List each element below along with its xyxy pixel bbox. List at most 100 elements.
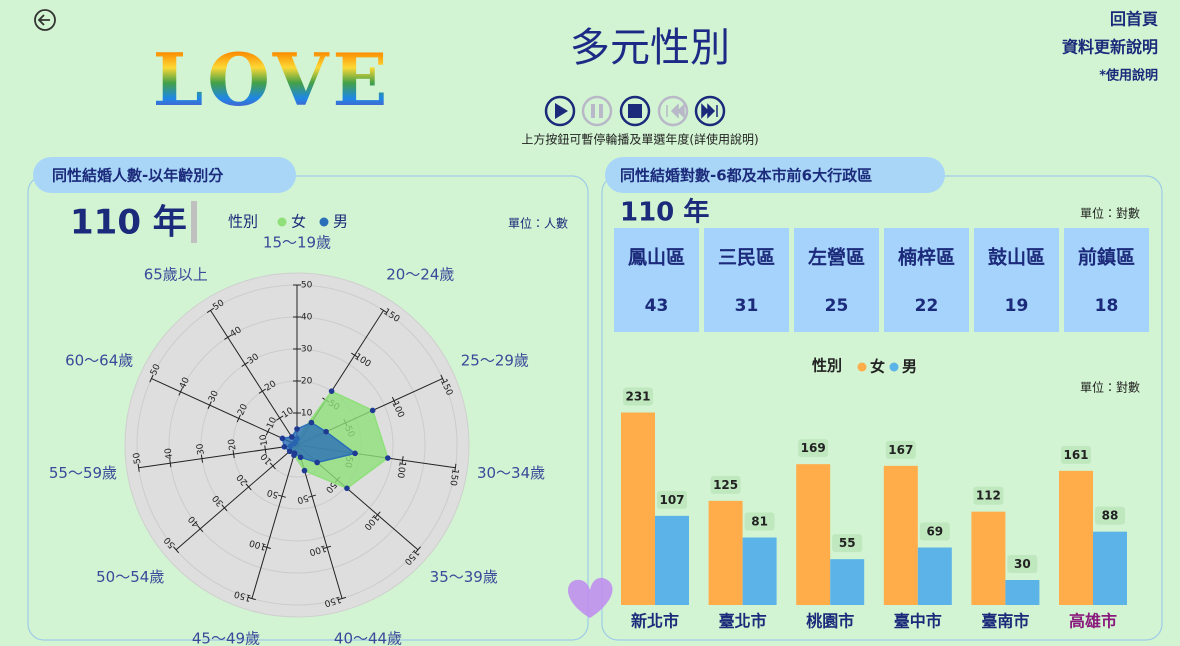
radar-point <box>309 420 315 426</box>
radar-tick-label: 30 <box>195 442 207 455</box>
radar-tick-label: 50 <box>132 452 144 465</box>
year-cursor <box>191 201 197 243</box>
district-value: 25 <box>825 296 849 316</box>
district-card <box>794 228 879 332</box>
bar <box>621 413 655 606</box>
radar-category-label: 25～29歲 <box>461 352 529 370</box>
district-name: 左營區 <box>808 246 865 269</box>
radar-tick-label: 20 <box>301 377 313 387</box>
district-year: 110 年 <box>620 197 709 228</box>
value-label: 161 <box>1063 448 1088 462</box>
radar-point <box>385 455 391 461</box>
value-label: 167 <box>888 443 913 457</box>
legend-dot <box>320 218 329 227</box>
bar <box>884 466 918 605</box>
radar-point <box>282 444 288 450</box>
legend-label: 男 <box>333 213 348 231</box>
value-label: 88 <box>1102 509 1119 523</box>
radar-point <box>280 436 286 442</box>
page-title: 多元性別 <box>570 25 730 71</box>
x-category-label: 桃園市 <box>806 612 854 631</box>
stop-button[interactable] <box>621 97 649 125</box>
bar <box>709 501 743 605</box>
playback-controls <box>546 97 724 125</box>
district-card <box>704 228 789 332</box>
x-category-label: 臺南市 <box>981 612 1029 631</box>
hint-text: 上方按鈕可暫停輪播及單選年度(詳使用說明) <box>521 132 758 147</box>
radar-tick-label: 30 <box>301 345 313 355</box>
radar-category-label: 15～19歲 <box>263 234 331 252</box>
radar-category-label: 20～24歲 <box>386 266 454 284</box>
play-button[interactable] <box>546 97 574 125</box>
value-label: 55 <box>839 536 856 550</box>
right-panel-title: 同性結婚對數-6都及本市前6大行政區 <box>620 167 872 185</box>
district-unit: 單位：對數 <box>1080 206 1140 221</box>
radar-point <box>302 468 308 474</box>
radar-year: 110 年 <box>70 203 187 243</box>
back-button[interactable] <box>35 10 55 30</box>
radar-tick-label: 40 <box>301 313 313 323</box>
radar-point <box>287 448 293 454</box>
radar-category-label: 45～49歲 <box>192 629 260 646</box>
radar-point <box>314 460 320 466</box>
value-label: 169 <box>801 441 826 455</box>
district-card <box>884 228 969 332</box>
bar <box>743 538 777 606</box>
x-category-label: 高雄市 <box>1069 612 1117 631</box>
radar-unit: 單位：人數 <box>508 216 568 231</box>
bar <box>918 548 952 606</box>
legend-label: 男 <box>902 358 917 376</box>
value-label: 107 <box>659 493 684 507</box>
radar-tick-label: 10 <box>301 409 313 419</box>
radar-category-label: 40～44歲 <box>334 629 402 646</box>
next-button[interactable] <box>696 97 724 125</box>
previous-button[interactable] <box>659 97 687 125</box>
district-value: 43 <box>645 296 669 316</box>
left-panel-title: 同性結婚人數-以年齡別分 <box>52 167 224 185</box>
district-name: 三民區 <box>718 247 775 269</box>
bar <box>655 516 689 605</box>
home-link[interactable]: 回首頁 <box>1110 10 1158 29</box>
legend-dot <box>858 363 867 372</box>
radar-point <box>323 429 329 435</box>
bar <box>1059 471 1093 605</box>
district-value: 18 <box>1095 296 1119 316</box>
radar-tick-label: 20 <box>227 438 239 451</box>
value-label: 30 <box>1014 557 1031 571</box>
value-label: 125 <box>713 478 738 492</box>
page: { "header": { "title": "多元性別", "logo": "… <box>0 0 1180 646</box>
bar <box>830 559 864 605</box>
legend-dot <box>278 218 287 227</box>
x-category-label: 臺中市 <box>894 612 942 631</box>
district-name: 鳳山區 <box>628 247 685 269</box>
legend-label: 女 <box>870 358 885 376</box>
bar <box>971 512 1005 605</box>
radar-category-label: 65歲以上 <box>144 266 208 284</box>
district-card <box>614 228 699 332</box>
radar-category-label: 55～59歲 <box>49 464 117 482</box>
district-name: 前鎮區 <box>1078 246 1135 269</box>
pause-button[interactable] <box>583 97 611 125</box>
radar-point <box>298 454 304 460</box>
value-label: 69 <box>926 525 943 539</box>
district-card <box>974 228 1059 332</box>
radar-point <box>292 450 298 456</box>
bar-legend-title: 性別 <box>812 357 842 375</box>
radar-point <box>289 434 295 440</box>
radar-point <box>294 426 300 432</box>
dashboard: LOVE 多元性別 上方按鈕可暫停輪播及單選年度(詳使用說明) 回首頁 資料更新… <box>0 0 1180 646</box>
radar-category-label: 50～54歲 <box>96 568 164 586</box>
bar <box>1005 580 1039 605</box>
radar-point <box>370 408 376 414</box>
radar-category-label: 30～34歲 <box>477 464 545 482</box>
help-link[interactable]: *使用說明 <box>1099 68 1158 84</box>
logo: LOVE <box>153 37 392 122</box>
radar-category-label: 35～39歲 <box>430 568 498 586</box>
update-link[interactable]: 資料更新說明 <box>1062 38 1158 57</box>
district-value: 22 <box>915 296 939 316</box>
bar-unit: 單位：對數 <box>1080 380 1140 395</box>
legend-dot <box>890 363 899 372</box>
district-value: 31 <box>735 296 759 316</box>
value-label: 81 <box>751 515 768 529</box>
district-name: 鼓山區 <box>988 246 1045 269</box>
